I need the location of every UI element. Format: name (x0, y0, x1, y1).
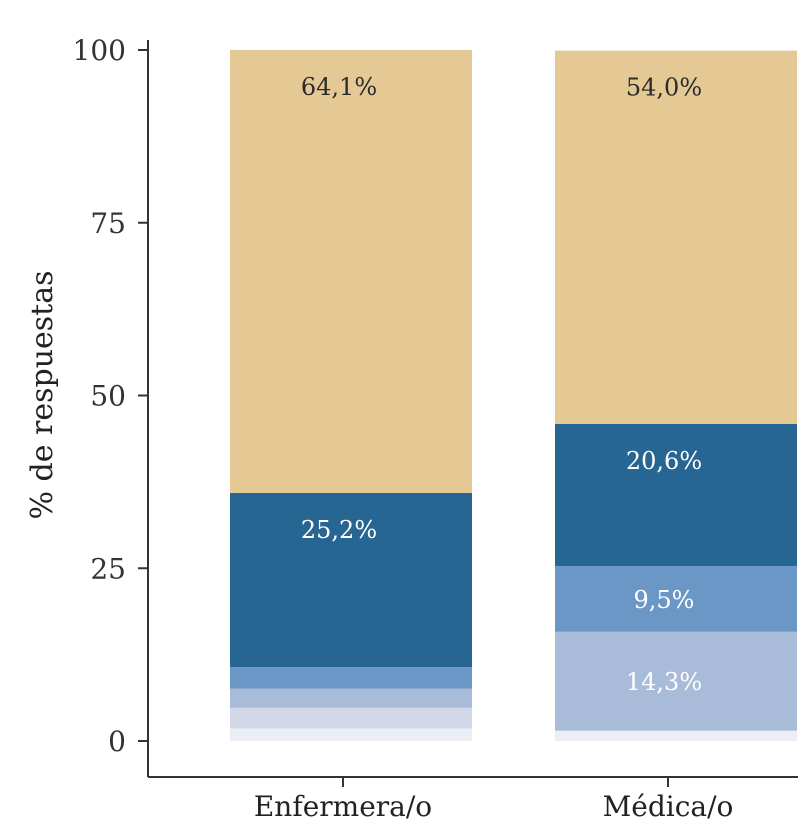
bar-segment (555, 730, 797, 741)
x-tick-label: Enfermera/o (254, 790, 432, 823)
y-tick-label: 100 (73, 34, 126, 67)
bar-segment (555, 631, 797, 731)
data-label: 25,2% (301, 516, 377, 544)
y-tick-label: 50 (90, 380, 126, 413)
y-tick-label: 25 (90, 552, 126, 585)
axes-layer: 0 25 50 75 100 Enfermera/o Médica/o % de respue… (25, 34, 798, 823)
y-axis-title: % de respuestas (25, 270, 60, 519)
bar-segment (230, 707, 472, 729)
data-labels-layer: 25,2% 64,1% 14,3% 9,5% 20,6% 54,0% (301, 73, 702, 696)
x-tick-label: Médica/o (603, 790, 734, 823)
bar-segment (230, 688, 472, 708)
bar-segment (230, 667, 472, 689)
bar-segment (230, 492, 472, 668)
data-label: 9,5% (634, 586, 695, 614)
bar-segment (555, 566, 797, 632)
bar-segment (230, 728, 472, 741)
bar-segment (555, 50, 797, 424)
bars-layer (230, 50, 797, 741)
bar-segment (555, 423, 797, 567)
data-label: 64,1% (301, 73, 377, 101)
data-label: 54,0% (626, 74, 702, 102)
data-label: 20,6% (626, 447, 702, 475)
bar-segment (230, 50, 472, 493)
y-tick-label: 0 (108, 725, 126, 758)
y-tick-label: 75 (90, 207, 126, 240)
data-label: 14,3% (626, 668, 702, 696)
